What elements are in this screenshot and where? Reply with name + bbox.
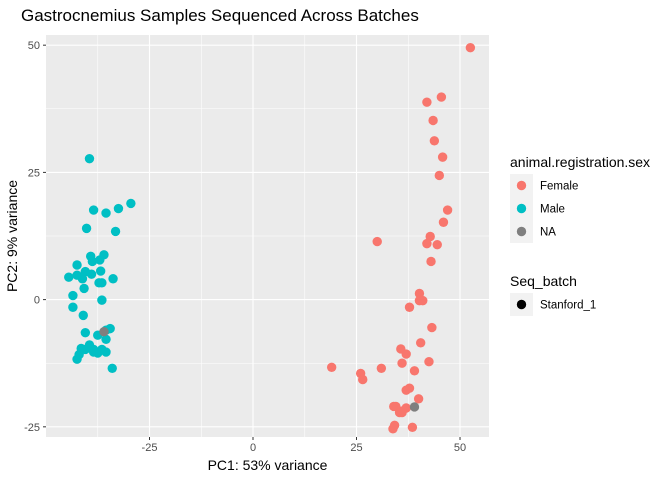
data-point-male <box>81 223 92 234</box>
data-point-na <box>99 326 109 337</box>
legend-label-female: Female <box>540 181 578 193</box>
data-point-female <box>409 366 420 376</box>
color-legend: animal.registration.sex Female Male NA <box>510 154 650 243</box>
y-tick-label: 50 <box>28 40 40 52</box>
data-point-female <box>422 97 432 107</box>
x-axis-title: PC1: 53% variance <box>208 457 328 473</box>
data-point-na <box>409 402 420 412</box>
data-point-female <box>428 115 438 126</box>
data-point-female <box>465 43 476 53</box>
y-axis-title: PC2: 9% variance <box>4 180 20 292</box>
data-point-female <box>436 92 447 102</box>
data-point-male <box>101 347 111 357</box>
data-point-female <box>414 288 425 299</box>
data-point-female <box>397 358 407 368</box>
shape-legend: Seq_batch Stanford_1 <box>510 273 596 316</box>
data-point-male <box>78 310 88 321</box>
legend-key-batch <box>516 299 527 310</box>
data-point-male <box>87 256 98 267</box>
data-point-female <box>432 239 442 250</box>
x-tick-label: 50 <box>454 442 466 454</box>
y-tick-label: 0 <box>34 295 40 307</box>
data-point-female <box>372 236 382 247</box>
data-point-male <box>101 208 111 218</box>
x-tick-label: -25 <box>142 442 158 454</box>
data-point-female <box>418 295 428 306</box>
data-point-female <box>358 374 368 385</box>
data-point-female <box>401 385 411 395</box>
legend-key-female <box>516 180 527 191</box>
data-point-female <box>376 363 387 374</box>
data-point-male <box>72 260 82 270</box>
data-point-female <box>422 238 432 249</box>
data-point-male <box>88 205 99 215</box>
data-point-male <box>95 266 106 276</box>
data-point-female <box>427 322 437 333</box>
minor-grid <box>46 35 489 437</box>
data-point-male <box>97 295 107 305</box>
x-axis-ticks: -25 0 25 50 <box>142 437 466 454</box>
data-point-male <box>126 198 136 209</box>
data-point-male <box>68 302 78 312</box>
data-point-female <box>437 152 448 162</box>
y-tick-label: 25 <box>28 167 40 179</box>
legend-label-batch: Stanford_1 <box>540 300 596 312</box>
x-tick-label: 0 <box>250 442 256 454</box>
data-point-male <box>72 354 82 364</box>
data-point-female <box>326 362 337 372</box>
data-point-female <box>438 217 449 227</box>
data-point-male <box>80 344 91 355</box>
data-point-male <box>77 274 88 284</box>
data-point-male <box>95 255 105 265</box>
data-point-male <box>79 283 89 294</box>
chart-title: Gastrocnemius Samples Sequenced Across B… <box>21 6 419 25</box>
data-point-female <box>415 338 426 348</box>
data-point-male <box>93 348 103 358</box>
x-tick-label: 25 <box>350 442 362 454</box>
legend-key-na <box>516 226 527 237</box>
shape-legend-title: Seq_batch <box>510 273 577 289</box>
data-point-male <box>64 272 74 282</box>
data-point-male <box>97 278 107 288</box>
data-point-female <box>397 407 407 418</box>
legend-label-na: NA <box>540 227 556 239</box>
data-point-female <box>425 231 435 242</box>
data-point-male <box>108 274 118 284</box>
data-point-male <box>80 327 91 338</box>
legend-label-male: Male <box>540 204 565 216</box>
data-point-male <box>107 363 117 374</box>
data-point-female <box>401 349 411 359</box>
data-point-female <box>413 394 424 404</box>
y-tick-label: -25 <box>24 422 40 434</box>
data-point-female <box>407 422 418 433</box>
data-point-female <box>429 136 440 146</box>
data-point-female <box>388 424 398 434</box>
legend-key-male <box>516 203 527 214</box>
data-point-male <box>84 153 95 164</box>
data-point-male <box>110 226 121 237</box>
data-point-male <box>101 334 111 344</box>
data-point-male <box>86 269 97 279</box>
major-grid <box>46 35 489 437</box>
color-legend-title: animal.registration.sex <box>510 154 650 170</box>
data-points <box>64 43 476 434</box>
data-point-female <box>442 205 453 215</box>
data-point-male <box>68 290 78 301</box>
data-point-female <box>424 356 434 367</box>
y-axis-ticks: -25 0 25 50 <box>24 40 46 434</box>
data-point-female <box>426 256 436 267</box>
data-point-female <box>434 170 445 181</box>
data-point-female <box>404 302 415 312</box>
data-point-male <box>113 203 124 214</box>
